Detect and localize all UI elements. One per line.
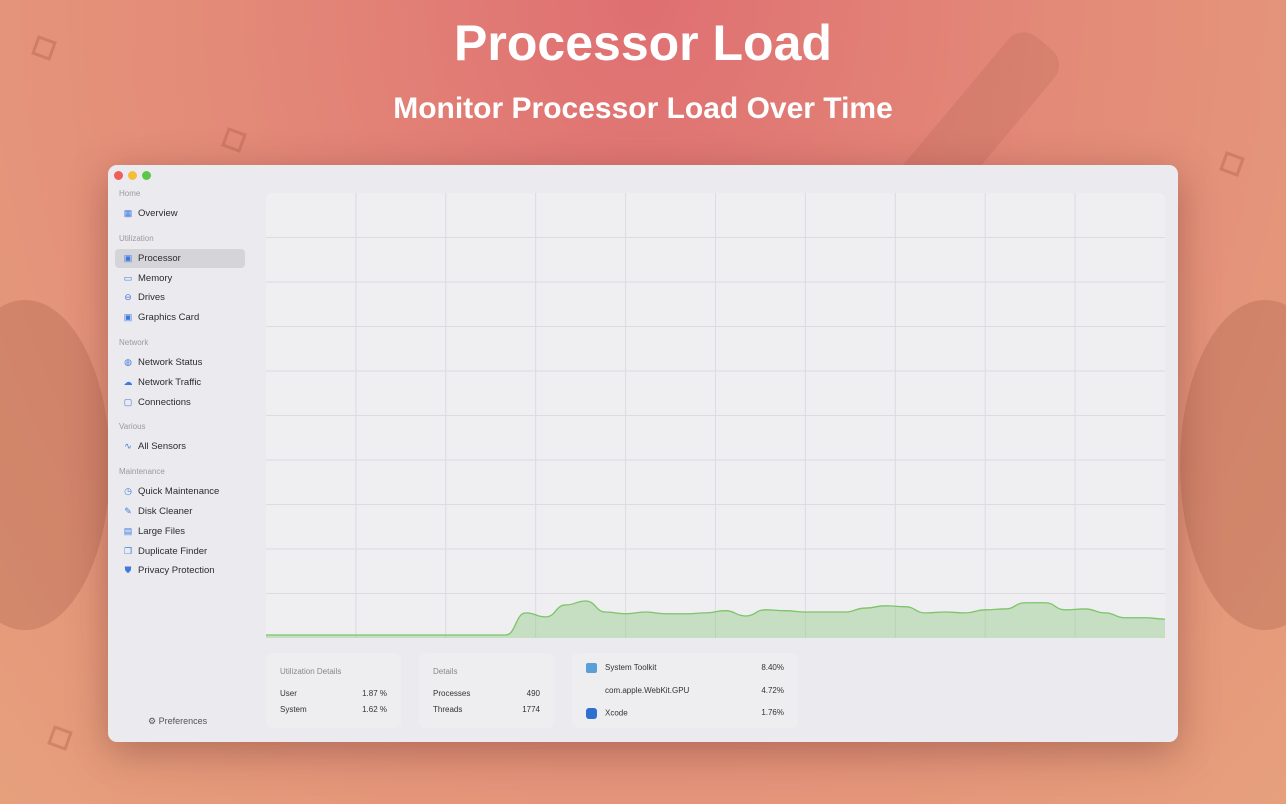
process-name: Xcode (605, 708, 628, 718)
value: 1.62 % (362, 705, 387, 714)
process-value: 1.76% (761, 708, 784, 717)
sidebar: Home ▦ Overview Utilization ▣ Processor ▭ Memor… (108, 165, 253, 742)
zoom-button[interactable] (142, 171, 151, 180)
sidebar-item-label: Disk Cleaner (138, 506, 193, 517)
pulse-icon: ∿ (124, 441, 132, 452)
sidebar-item-disk-cleaner[interactable]: ✎ Disk Cleaner (115, 502, 245, 521)
cpu-icon: ▣ (123, 252, 133, 263)
sidebar-item-label: Privacy Protection (138, 565, 215, 577)
process-name: System Toolkit (605, 663, 657, 673)
sidebar-item-label: Memory (138, 272, 173, 284)
timer-icon: ◷ (124, 486, 132, 497)
label: Processes (433, 689, 471, 698)
hero-subtitle: Monitor Processor Load Over Time (393, 92, 893, 125)
background-square (221, 127, 247, 153)
background-shape (0, 300, 110, 630)
utilization-details-card: Utilization Details User 1.87 % System 1.6… (266, 653, 401, 728)
app-window: Home ▦ Overview Utilization ▣ Processor ▭ Memor… (108, 165, 1178, 742)
background-square (47, 725, 73, 751)
process-row[interactable]: com.apple.WebKit.GPU 4.72% (586, 686, 784, 695)
duplicate-icon: ❐ (123, 545, 133, 556)
sidebar-item-label: Overview (138, 208, 178, 219)
sidebar-item-overview[interactable]: ▦ Overview (115, 204, 245, 223)
chart-svg (266, 193, 1166, 638)
label: Threads (433, 705, 463, 714)
sidebar-item-graphics-card[interactable]: ▣ Graphics Card (115, 308, 245, 327)
load-area (266, 600, 1165, 638)
sidebar-section-header: Various (119, 422, 146, 432)
background-shape (1180, 300, 1286, 630)
process-row[interactable]: Xcode 1.76% (586, 708, 784, 719)
process-name: com.apple.WebKit.GPU (605, 686, 690, 695)
process-row[interactable]: System Toolkit 8.40% (586, 663, 784, 673)
details-card: Details Processes 490 Threads 1774 (419, 653, 554, 728)
sidebar-item-label: Quick Maintenance (138, 486, 220, 498)
value: 1.87 % (362, 689, 387, 698)
files-icon: ▤ (123, 525, 133, 536)
top-processes-card: System Toolkit 8.40% com.apple.WebKit.GPU… (572, 653, 798, 728)
sidebar-item-network-traffic[interactable]: ☁ Network Traffic (115, 373, 245, 392)
process-value: 4.72% (761, 686, 784, 695)
globe-icon: ◍ (124, 357, 132, 367)
card-title: Details (433, 667, 458, 676)
label: System (280, 705, 307, 714)
sidebar-item-label: Large Files (138, 525, 185, 537)
sidebar-item-label: Network Status (138, 357, 203, 368)
broom-icon: ✎ (124, 506, 132, 516)
gpu-icon: ▣ (123, 312, 133, 323)
monitor-icon: ▢ (123, 396, 133, 407)
memory-icon: ▭ (123, 272, 133, 283)
preferences-button[interactable]: ⚙ Preferences (148, 716, 208, 726)
sidebar-item-label: Processor (138, 252, 181, 264)
close-button[interactable] (114, 171, 123, 180)
system-toolkit-icon (586, 663, 597, 673)
xcode-icon (586, 708, 597, 719)
background-square (1219, 151, 1245, 177)
process-value: 8.40% (761, 663, 784, 672)
sidebar-item-privacy-protection[interactable]: ⛊ Privacy Protection (115, 561, 245, 580)
hero-title: Processor Load (454, 15, 832, 71)
cloud-icon: ☁ (123, 376, 133, 387)
sidebar-item-label: Network Traffic (138, 376, 202, 388)
sidebar-item-label: Connections (138, 396, 191, 408)
value: 1774 (522, 705, 540, 714)
value: 490 (526, 689, 540, 698)
sidebar-item-network-status[interactable]: ◍ Network Status (115, 353, 245, 372)
sidebar-section-header: Maintenance (119, 467, 165, 477)
grid-icon: ▦ (123, 208, 133, 218)
card-title: Utilization Details (280, 667, 342, 676)
sidebar-item-processor[interactable]: ▣ Processor (115, 248, 245, 268)
shield-icon: ⛊ (124, 565, 132, 576)
sidebar-item-label: Duplicate Finder (138, 545, 208, 557)
gear-icon: ⚙ (148, 716, 159, 726)
sidebar-item-all-sensors[interactable]: ∿ All Sensors (115, 437, 245, 456)
minimize-button[interactable] (128, 171, 137, 180)
drive-icon: ⊖ (124, 292, 132, 303)
sidebar-item-large-files[interactable]: ▤ Large Files (115, 522, 245, 541)
sidebar-item-label: All Sensors (138, 441, 187, 453)
sidebar-section-header: Network (119, 338, 149, 347)
sidebar-item-drives[interactable]: ⊖ Drives (115, 288, 245, 307)
sidebar-item-label: Graphics Card (138, 312, 200, 324)
sidebar-item-duplicate-finder[interactable]: ❐ Duplicate Finder (115, 542, 245, 561)
sidebar-section-header: Home (119, 189, 141, 198)
sidebar-item-memory[interactable]: ▭ Memory (115, 269, 245, 288)
sidebar-item-label: Drives (138, 292, 165, 304)
sidebar-item-quick-maintenance[interactable]: ◷ Quick Maintenance (115, 482, 245, 501)
label: User (280, 689, 297, 698)
sidebar-section-header: Utilization (119, 233, 154, 243)
load-line (266, 600, 1166, 636)
sidebar-item-connections[interactable]: ▢ Connections (115, 393, 245, 412)
processor-load-chart (266, 193, 1166, 638)
